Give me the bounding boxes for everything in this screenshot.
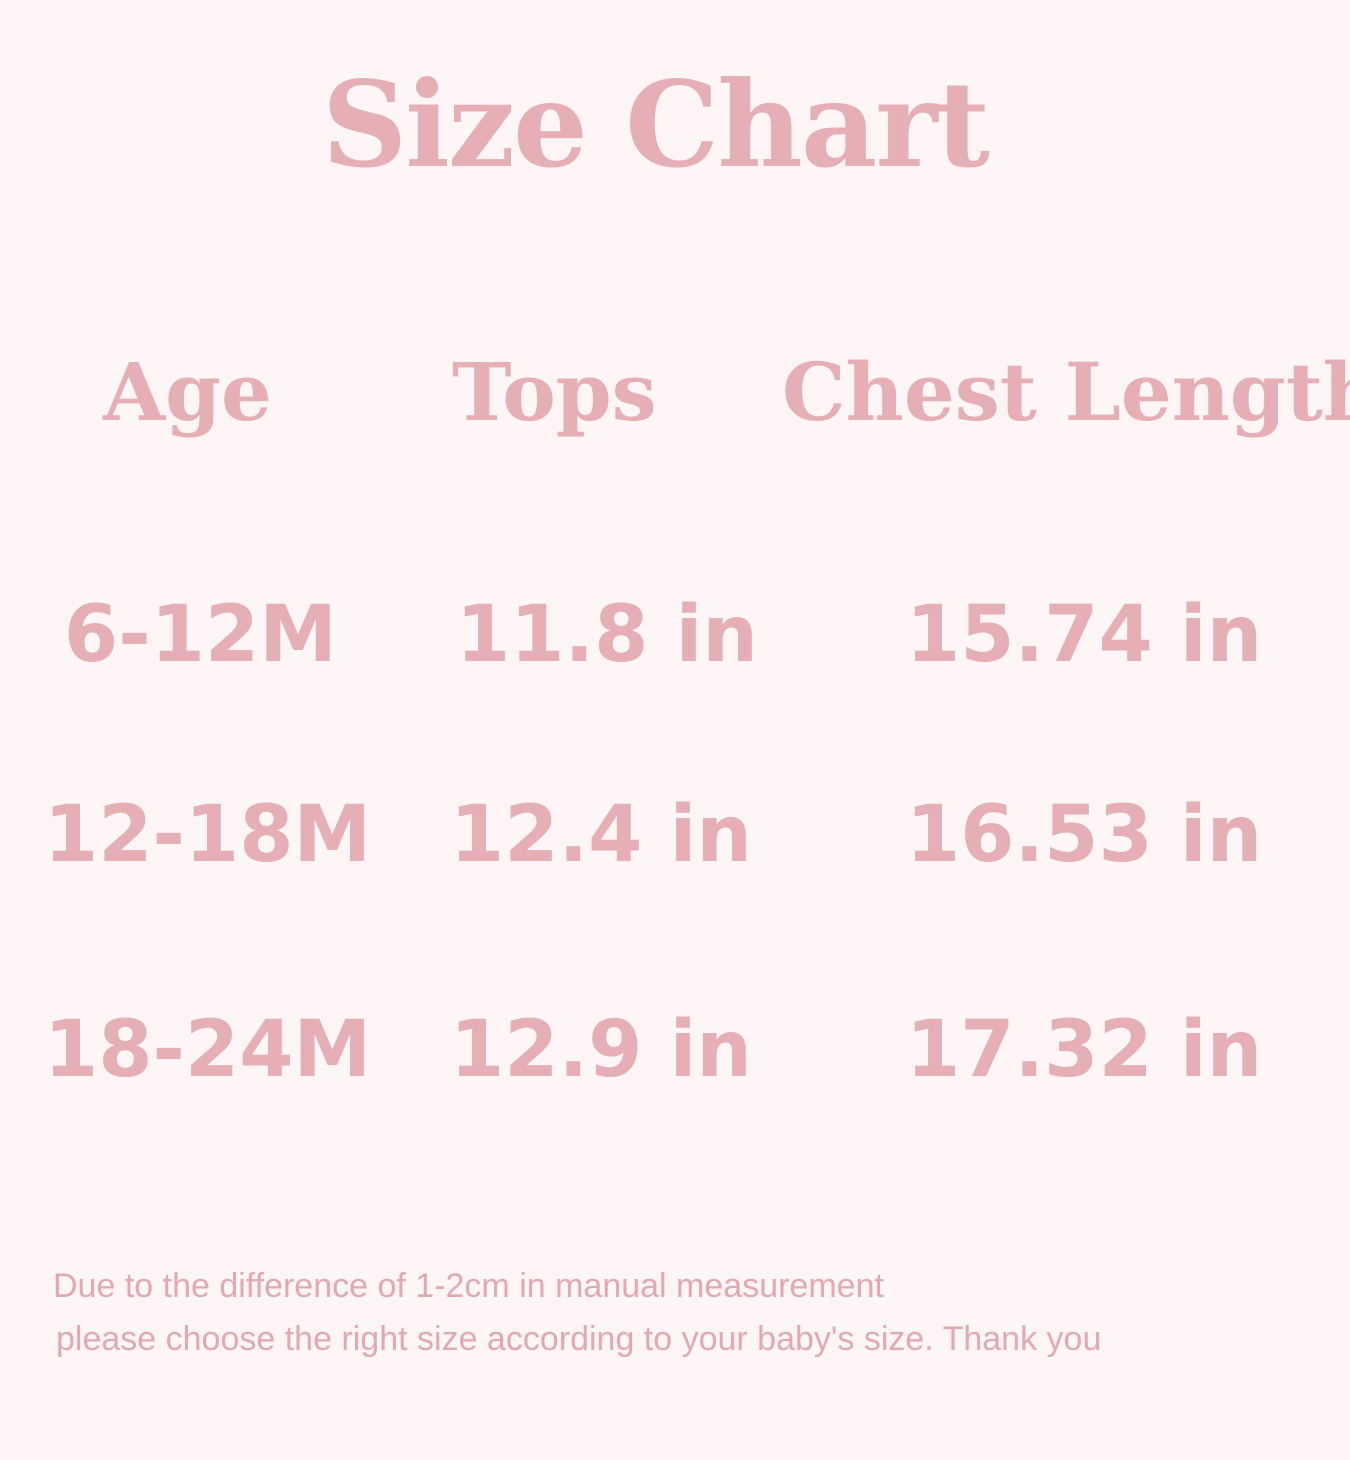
cell: 17.32 in — [906, 1005, 1263, 1095]
cell: 6-12M — [64, 590, 337, 680]
header-cell: Tops — [452, 345, 657, 439]
title: Size Chart — [321, 55, 990, 194]
cell: 12-18M — [44, 790, 372, 880]
note: please choose the right size according t… — [56, 1320, 1102, 1358]
cell: 16.53 in — [906, 790, 1263, 880]
note: Due to the difference of 1-2cm in manual… — [53, 1267, 884, 1305]
cell: 18-24M — [44, 1005, 372, 1095]
cell: 12.4 in — [450, 790, 752, 880]
header-cell: Chest Length — [782, 345, 1350, 439]
header-cell: Age — [103, 345, 272, 439]
cell: 12.9 in — [450, 1005, 752, 1095]
cell: 11.8 in — [456, 590, 758, 680]
cell: 15.74 in — [906, 590, 1263, 680]
